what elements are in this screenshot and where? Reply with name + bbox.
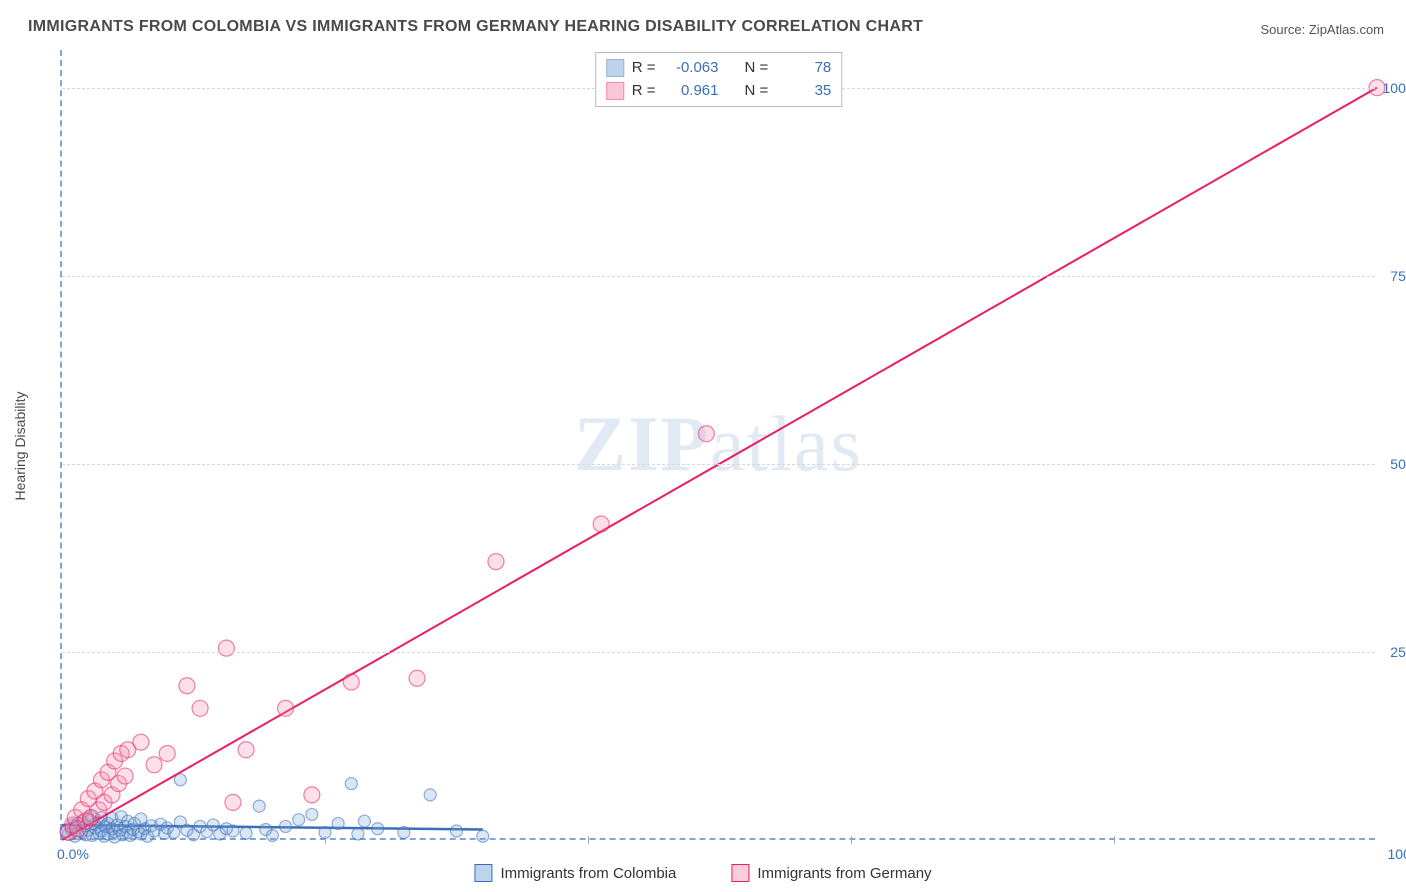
data-point-colombia (280, 820, 292, 832)
x-tick-minor (325, 836, 326, 844)
series-legend: Immigrants from Colombia Immigrants from … (474, 864, 931, 882)
n-label: N = (745, 80, 769, 103)
data-point-colombia (168, 826, 180, 838)
chart-title: IMMIGRANTS FROM COLOMBIA VS IMMIGRANTS F… (28, 18, 923, 36)
data-point-germany (238, 742, 254, 758)
data-point-colombia (451, 825, 463, 837)
gridline-h (62, 276, 1375, 277)
n-value: 35 (776, 80, 831, 103)
data-point-germany (698, 426, 714, 442)
data-point-germany (192, 700, 208, 716)
r-value: -0.063 (664, 57, 719, 80)
n-value: 78 (776, 57, 831, 80)
data-point-colombia (398, 826, 410, 838)
x-tick-minor (1114, 836, 1115, 844)
data-point-germany (133, 734, 149, 750)
y-tick-label: 50.0% (1380, 456, 1406, 472)
data-point-germany (225, 794, 241, 810)
x-tick-min: 0.0% (57, 846, 89, 862)
n-label: N = (745, 57, 769, 80)
data-point-colombia (253, 800, 265, 812)
chart-svg (62, 50, 1375, 838)
legend-label: Immigrants from Colombia (500, 865, 676, 882)
data-point-colombia (424, 789, 436, 801)
data-point-germany (117, 768, 133, 784)
source-attribution: Source: ZipAtlas.com (1260, 22, 1384, 37)
x-tick-max: 100.0% (1388, 846, 1406, 862)
r-value: 0.961 (664, 80, 719, 103)
stats-legend: R = -0.063 N = 78 R = 0.961 N = 35 (595, 52, 843, 107)
legend-item: Immigrants from Colombia (474, 864, 676, 882)
swatch-germany (606, 82, 624, 100)
data-point-colombia (266, 829, 278, 841)
y-tick-label: 75.0% (1380, 268, 1406, 284)
data-point-colombia (293, 814, 305, 826)
plot-area: ZIPatlas R =-0.063N =78R =0.961N =35 0.0… (60, 50, 1375, 840)
data-point-germany (278, 700, 294, 716)
y-tick-label: 100.0% (1380, 80, 1406, 96)
data-point-germany (159, 745, 175, 761)
data-point-colombia (372, 823, 384, 835)
x-tick-minor (588, 836, 589, 844)
legend-swatch (731, 864, 749, 882)
data-point-colombia (345, 778, 357, 790)
data-point-germany (593, 516, 609, 532)
legend-label: Immigrants from Germany (757, 865, 931, 882)
x-tick-minor (851, 836, 852, 844)
data-point-colombia (240, 827, 252, 839)
data-point-germany (488, 554, 504, 570)
legend-swatch (474, 864, 492, 882)
data-point-germany (146, 757, 162, 773)
y-axis-label: Hearing Disability (12, 392, 28, 501)
r-label: R = (632, 57, 656, 80)
data-point-colombia (358, 815, 370, 827)
swatch-colombia (606, 59, 624, 77)
data-point-germany (409, 670, 425, 686)
data-point-germany (179, 678, 195, 694)
data-point-colombia (352, 828, 364, 840)
data-point-colombia (306, 808, 318, 820)
data-point-germany (218, 640, 234, 656)
legend-item: Immigrants from Germany (731, 864, 931, 882)
data-point-colombia (332, 817, 344, 829)
stats-row-colombia: R = -0.063 N = 78 (606, 57, 832, 80)
data-point-colombia (477, 830, 489, 842)
data-point-germany (343, 674, 359, 690)
gridline-h (62, 464, 1375, 465)
stats-row-germany: R = 0.961 N = 35 (606, 80, 832, 103)
r-label: R = (632, 80, 656, 103)
y-tick-label: 25.0% (1380, 644, 1406, 660)
gridline-h (62, 652, 1375, 653)
data-point-colombia (227, 825, 239, 837)
data-point-germany (304, 787, 320, 803)
